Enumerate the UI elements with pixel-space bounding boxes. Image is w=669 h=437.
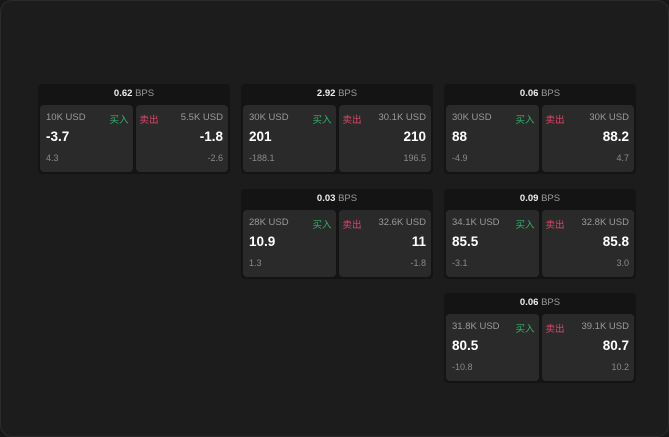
buy-size: 30K USD bbox=[249, 112, 289, 123]
buy-label: 买入 bbox=[515, 115, 535, 126]
sell-label: 卖出 bbox=[545, 115, 565, 126]
quote-card: 0.62 BPS 10K USD 买入 -3.7 4.3 卖出 5.5K USD… bbox=[38, 84, 230, 174]
buy-size: 30K USD bbox=[452, 112, 492, 123]
buy-price: 85.5 bbox=[452, 234, 479, 249]
sell-label: 卖出 bbox=[139, 115, 159, 126]
sell-button[interactable]: 卖出 32.8K USD 85.8 3.0 bbox=[541, 210, 634, 277]
spread-unit: BPS bbox=[541, 88, 561, 99]
buy-price: 88 bbox=[452, 129, 468, 144]
spread-unit: BPS bbox=[135, 88, 155, 99]
buy-button[interactable]: 30K USD 买入 88 -4.9 bbox=[446, 105, 539, 172]
buy-change: 4.3 bbox=[46, 153, 59, 163]
spread-header: 0.06 BPS bbox=[444, 84, 636, 104]
sell-size: 30K USD bbox=[589, 112, 629, 123]
spread-unit: BPS bbox=[541, 193, 561, 204]
sell-size: 5.5K USD bbox=[180, 112, 223, 123]
sell-price: -1.8 bbox=[199, 129, 223, 144]
buy-change: 1.3 bbox=[249, 258, 262, 268]
quote-card: 0.06 BPS 31.8K USD 买入 80.5 -10.8 卖出 39.1… bbox=[444, 293, 636, 383]
buy-change: -10.8 bbox=[452, 362, 473, 372]
spread-header: 0.06 BPS bbox=[444, 293, 636, 313]
sell-size: 39.1K USD bbox=[581, 321, 629, 332]
spread-header: 0.62 BPS bbox=[38, 84, 230, 104]
buy-button[interactable]: 34.1K USD 买入 85.5 -3.1 bbox=[446, 210, 539, 277]
buy-price: 10.9 bbox=[249, 234, 276, 249]
spread-unit: BPS bbox=[338, 88, 358, 99]
sell-label: 卖出 bbox=[545, 324, 565, 335]
spread-header: 0.03 BPS bbox=[241, 189, 433, 209]
sell-price: 88.2 bbox=[602, 129, 629, 144]
sell-button[interactable]: 卖出 30.1K USD 210 196.5 bbox=[338, 105, 431, 172]
buy-button[interactable]: 30K USD 买入 201 -188.1 bbox=[243, 105, 336, 172]
buy-price: 201 bbox=[249, 129, 272, 144]
buy-size: 31.8K USD bbox=[452, 321, 500, 332]
spread-value: 0.62 bbox=[113, 88, 133, 99]
sell-price: 210 bbox=[403, 129, 426, 144]
sell-size: 30.1K USD bbox=[378, 112, 426, 123]
buy-change: -3.1 bbox=[452, 258, 468, 268]
sell-button[interactable]: 卖出 39.1K USD 80.7 10.2 bbox=[541, 314, 634, 381]
spread-header: 0.09 BPS bbox=[444, 189, 636, 209]
buy-label: 买入 bbox=[109, 115, 129, 126]
spread-value: 0.09 bbox=[519, 193, 539, 204]
buy-label: 买入 bbox=[312, 220, 332, 231]
sell-size: 32.8K USD bbox=[581, 217, 629, 228]
buy-price: 80.5 bbox=[452, 338, 479, 353]
buy-size: 34.1K USD bbox=[452, 217, 500, 228]
buy-label: 买入 bbox=[515, 220, 535, 231]
buy-button[interactable]: 28K USD 买入 10.9 1.3 bbox=[243, 210, 336, 277]
sell-change: 196.5 bbox=[403, 153, 426, 163]
spread-value: 0.06 bbox=[519, 88, 539, 99]
sell-change: 10.2 bbox=[611, 362, 629, 372]
sell-label: 卖出 bbox=[342, 115, 362, 126]
spread-unit: BPS bbox=[338, 193, 358, 204]
spread-value: 0.06 bbox=[519, 297, 539, 308]
spread-header: 2.92 BPS bbox=[241, 84, 433, 104]
sell-label: 卖出 bbox=[545, 220, 565, 231]
sell-change: 4.7 bbox=[616, 153, 629, 163]
buy-size: 10K USD bbox=[46, 112, 86, 123]
sell-change: 3.0 bbox=[616, 258, 629, 268]
sell-button[interactable]: 卖出 5.5K USD -1.8 -2.6 bbox=[135, 105, 228, 172]
sell-price: 80.7 bbox=[602, 338, 629, 353]
buy-change: -188.1 bbox=[249, 153, 275, 163]
sell-size: 32.6K USD bbox=[378, 217, 426, 228]
buy-price: -3.7 bbox=[46, 129, 70, 144]
quote-card: 0.03 BPS 28K USD 买入 10.9 1.3 卖出 32.6K US… bbox=[241, 189, 433, 279]
buy-button[interactable]: 31.8K USD 买入 80.5 -10.8 bbox=[446, 314, 539, 381]
sell-change: -1.8 bbox=[410, 258, 426, 268]
quote-card: 0.06 BPS 30K USD 买入 88 -4.9 卖出 30K USD 8… bbox=[444, 84, 636, 174]
buy-label: 买入 bbox=[515, 324, 535, 335]
spread-value: 2.92 bbox=[316, 88, 336, 99]
spread-value: 0.03 bbox=[316, 193, 336, 204]
quote-card: 2.92 BPS 30K USD 买入 201 -188.1 卖出 30.1K … bbox=[241, 84, 433, 174]
sell-price: 85.8 bbox=[602, 234, 629, 249]
sell-change: -2.6 bbox=[207, 153, 223, 163]
buy-button[interactable]: 10K USD 买入 -3.7 4.3 bbox=[40, 105, 133, 172]
buy-change: -4.9 bbox=[452, 153, 468, 163]
buy-size: 28K USD bbox=[249, 217, 289, 228]
quote-card: 0.09 BPS 34.1K USD 买入 85.5 -3.1 卖出 32.8K… bbox=[444, 189, 636, 279]
sell-button[interactable]: 卖出 30K USD 88.2 4.7 bbox=[541, 105, 634, 172]
spread-unit: BPS bbox=[541, 297, 561, 308]
sell-label: 卖出 bbox=[342, 220, 362, 231]
sell-button[interactable]: 卖出 32.6K USD 11 -1.8 bbox=[338, 210, 431, 277]
sell-price: 11 bbox=[411, 234, 426, 249]
buy-label: 买入 bbox=[312, 115, 332, 126]
